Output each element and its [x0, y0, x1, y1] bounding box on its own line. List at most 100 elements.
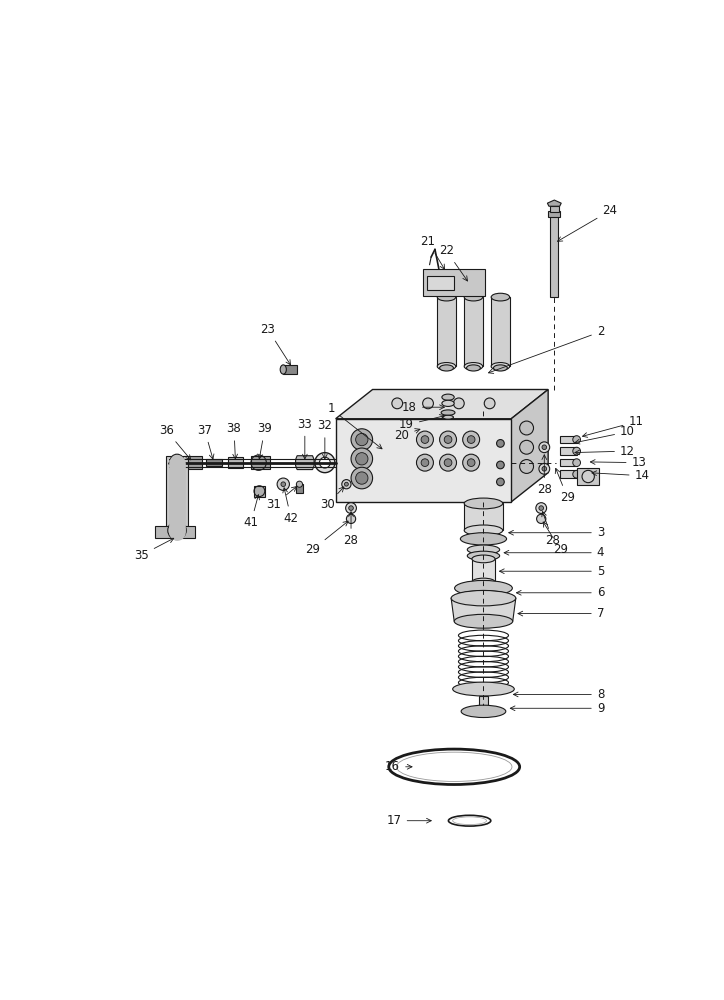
Text: 5: 5 — [500, 565, 605, 578]
Circle shape — [453, 398, 464, 409]
Circle shape — [296, 481, 303, 487]
Polygon shape — [451, 598, 515, 621]
Ellipse shape — [442, 415, 453, 419]
Polygon shape — [511, 389, 548, 502]
Circle shape — [536, 514, 546, 523]
Text: 41: 41 — [243, 495, 259, 529]
Ellipse shape — [455, 580, 513, 596]
Ellipse shape — [442, 400, 454, 406]
Text: 37: 37 — [198, 424, 214, 459]
Bar — [491, 297, 510, 366]
Text: 6: 6 — [516, 586, 605, 599]
Circle shape — [346, 514, 355, 523]
Ellipse shape — [464, 363, 483, 370]
Polygon shape — [547, 200, 561, 206]
Ellipse shape — [464, 498, 502, 509]
Text: 8: 8 — [513, 688, 605, 701]
Ellipse shape — [437, 293, 455, 301]
Text: 17: 17 — [387, 814, 432, 827]
Ellipse shape — [467, 545, 500, 554]
Text: 19: 19 — [399, 415, 445, 431]
Circle shape — [392, 398, 403, 409]
Bar — [560, 436, 576, 443]
Bar — [254, 486, 265, 497]
Text: 42: 42 — [283, 488, 298, 525]
Text: 30: 30 — [320, 487, 344, 512]
Ellipse shape — [181, 456, 188, 469]
Ellipse shape — [455, 590, 513, 606]
Bar — [437, 297, 455, 366]
Circle shape — [542, 445, 547, 450]
Circle shape — [439, 454, 457, 471]
Circle shape — [342, 480, 351, 489]
Text: 33: 33 — [298, 418, 312, 459]
Ellipse shape — [472, 555, 495, 563]
Bar — [283, 365, 297, 374]
Text: 18: 18 — [402, 401, 445, 414]
Polygon shape — [295, 456, 314, 470]
Circle shape — [277, 478, 290, 490]
Ellipse shape — [491, 363, 510, 370]
Ellipse shape — [467, 551, 500, 560]
Circle shape — [355, 472, 368, 484]
Text: 20: 20 — [395, 429, 420, 442]
Circle shape — [345, 482, 348, 486]
Ellipse shape — [439, 365, 453, 371]
Circle shape — [421, 459, 429, 467]
Circle shape — [345, 503, 356, 513]
Bar — [424, 269, 485, 296]
Circle shape — [520, 440, 534, 454]
Bar — [472, 559, 495, 582]
Text: 14: 14 — [592, 469, 649, 482]
Text: 23: 23 — [261, 323, 290, 365]
Circle shape — [573, 459, 581, 467]
Bar — [464, 297, 483, 366]
Ellipse shape — [451, 590, 515, 606]
Circle shape — [539, 463, 550, 474]
Ellipse shape — [491, 293, 510, 301]
Text: 24: 24 — [557, 204, 618, 241]
Ellipse shape — [454, 614, 513, 628]
Circle shape — [497, 478, 504, 486]
Circle shape — [315, 453, 335, 473]
Ellipse shape — [494, 365, 508, 371]
Bar — [228, 457, 243, 468]
Circle shape — [423, 398, 434, 409]
Circle shape — [542, 466, 547, 471]
Circle shape — [445, 459, 452, 467]
Bar — [560, 470, 576, 478]
Ellipse shape — [441, 410, 455, 415]
Circle shape — [573, 470, 581, 478]
Circle shape — [445, 436, 452, 443]
Bar — [206, 459, 222, 466]
Ellipse shape — [280, 365, 287, 374]
Text: 32: 32 — [317, 419, 332, 459]
Text: 13: 13 — [590, 456, 647, 469]
Text: 12: 12 — [575, 445, 635, 458]
Text: 3: 3 — [509, 526, 605, 539]
Text: 35: 35 — [134, 538, 174, 562]
Text: 29: 29 — [305, 521, 348, 556]
Text: 7: 7 — [518, 607, 605, 620]
Circle shape — [349, 506, 353, 510]
Bar — [550, 212, 558, 297]
Circle shape — [319, 457, 330, 468]
Bar — [479, 696, 488, 711]
Circle shape — [573, 447, 581, 455]
Ellipse shape — [461, 705, 506, 718]
Text: 36: 36 — [159, 424, 191, 460]
Text: 1: 1 — [327, 402, 382, 449]
Text: 29: 29 — [543, 522, 568, 556]
Circle shape — [421, 436, 429, 443]
Text: 4: 4 — [504, 546, 605, 559]
Circle shape — [170, 454, 184, 468]
Ellipse shape — [464, 293, 483, 301]
Ellipse shape — [472, 578, 495, 586]
Circle shape — [539, 506, 544, 510]
Bar — [464, 503, 502, 530]
Polygon shape — [155, 526, 195, 538]
Circle shape — [355, 453, 368, 465]
Circle shape — [539, 442, 550, 453]
Text: 21: 21 — [421, 235, 445, 269]
Bar — [295, 484, 303, 493]
